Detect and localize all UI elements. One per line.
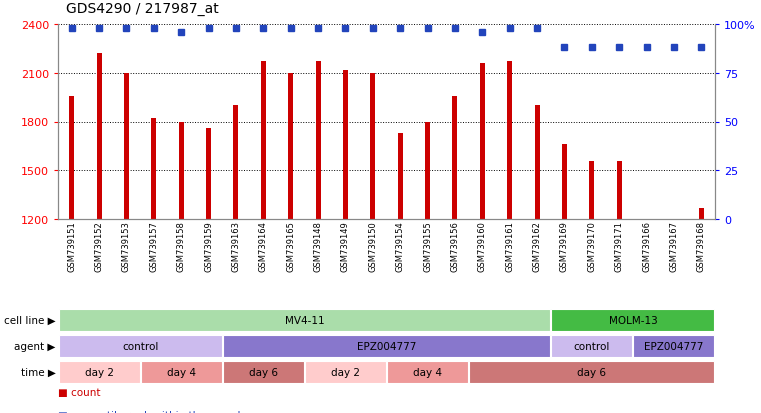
Text: EPZ004777: EPZ004777: [357, 341, 416, 351]
Bar: [453, 96, 457, 219]
Text: EPZ004777: EPZ004777: [645, 341, 704, 351]
Bar: [206, 129, 211, 219]
Text: MV4-11: MV4-11: [285, 315, 324, 325]
Text: day 4: day 4: [413, 367, 442, 377]
Text: day 6: day 6: [578, 367, 607, 377]
Bar: [425, 122, 430, 219]
Bar: [141, 361, 221, 382]
Text: ■ percentile rank within the sample: ■ percentile rank within the sample: [58, 410, 247, 413]
Bar: [223, 336, 550, 357]
Bar: [371, 74, 375, 219]
Bar: [387, 361, 468, 382]
Text: MOLM-13: MOLM-13: [609, 315, 658, 325]
Text: day 4: day 4: [167, 367, 196, 377]
Bar: [699, 208, 704, 219]
Text: day 2: day 2: [331, 367, 360, 377]
Bar: [288, 74, 293, 219]
Bar: [69, 96, 74, 219]
Text: control: control: [574, 341, 610, 351]
Text: day 6: day 6: [249, 367, 278, 377]
Bar: [59, 310, 550, 331]
Text: agent ▶: agent ▶: [14, 341, 56, 351]
Text: cell line ▶: cell line ▶: [4, 315, 56, 325]
Bar: [179, 122, 183, 219]
Bar: [59, 361, 139, 382]
Bar: [234, 106, 238, 219]
Bar: [305, 361, 386, 382]
Bar: [316, 62, 320, 219]
Bar: [124, 74, 129, 219]
Bar: [616, 161, 622, 219]
Bar: [151, 119, 156, 219]
Text: GDS4290 / 217987_at: GDS4290 / 217987_at: [65, 2, 218, 16]
Bar: [398, 133, 403, 219]
Bar: [508, 62, 512, 219]
Bar: [223, 361, 304, 382]
Bar: [59, 336, 221, 357]
Text: ■ count: ■ count: [58, 387, 100, 397]
Bar: [534, 106, 540, 219]
Bar: [551, 336, 632, 357]
Bar: [633, 336, 715, 357]
Text: time ▶: time ▶: [21, 367, 56, 377]
Bar: [261, 62, 266, 219]
Bar: [551, 310, 715, 331]
Text: control: control: [122, 341, 158, 351]
Bar: [480, 64, 485, 219]
Bar: [343, 70, 348, 219]
Bar: [470, 361, 715, 382]
Bar: [97, 54, 101, 219]
Text: day 2: day 2: [84, 367, 113, 377]
Bar: [562, 145, 567, 219]
Bar: [589, 161, 594, 219]
